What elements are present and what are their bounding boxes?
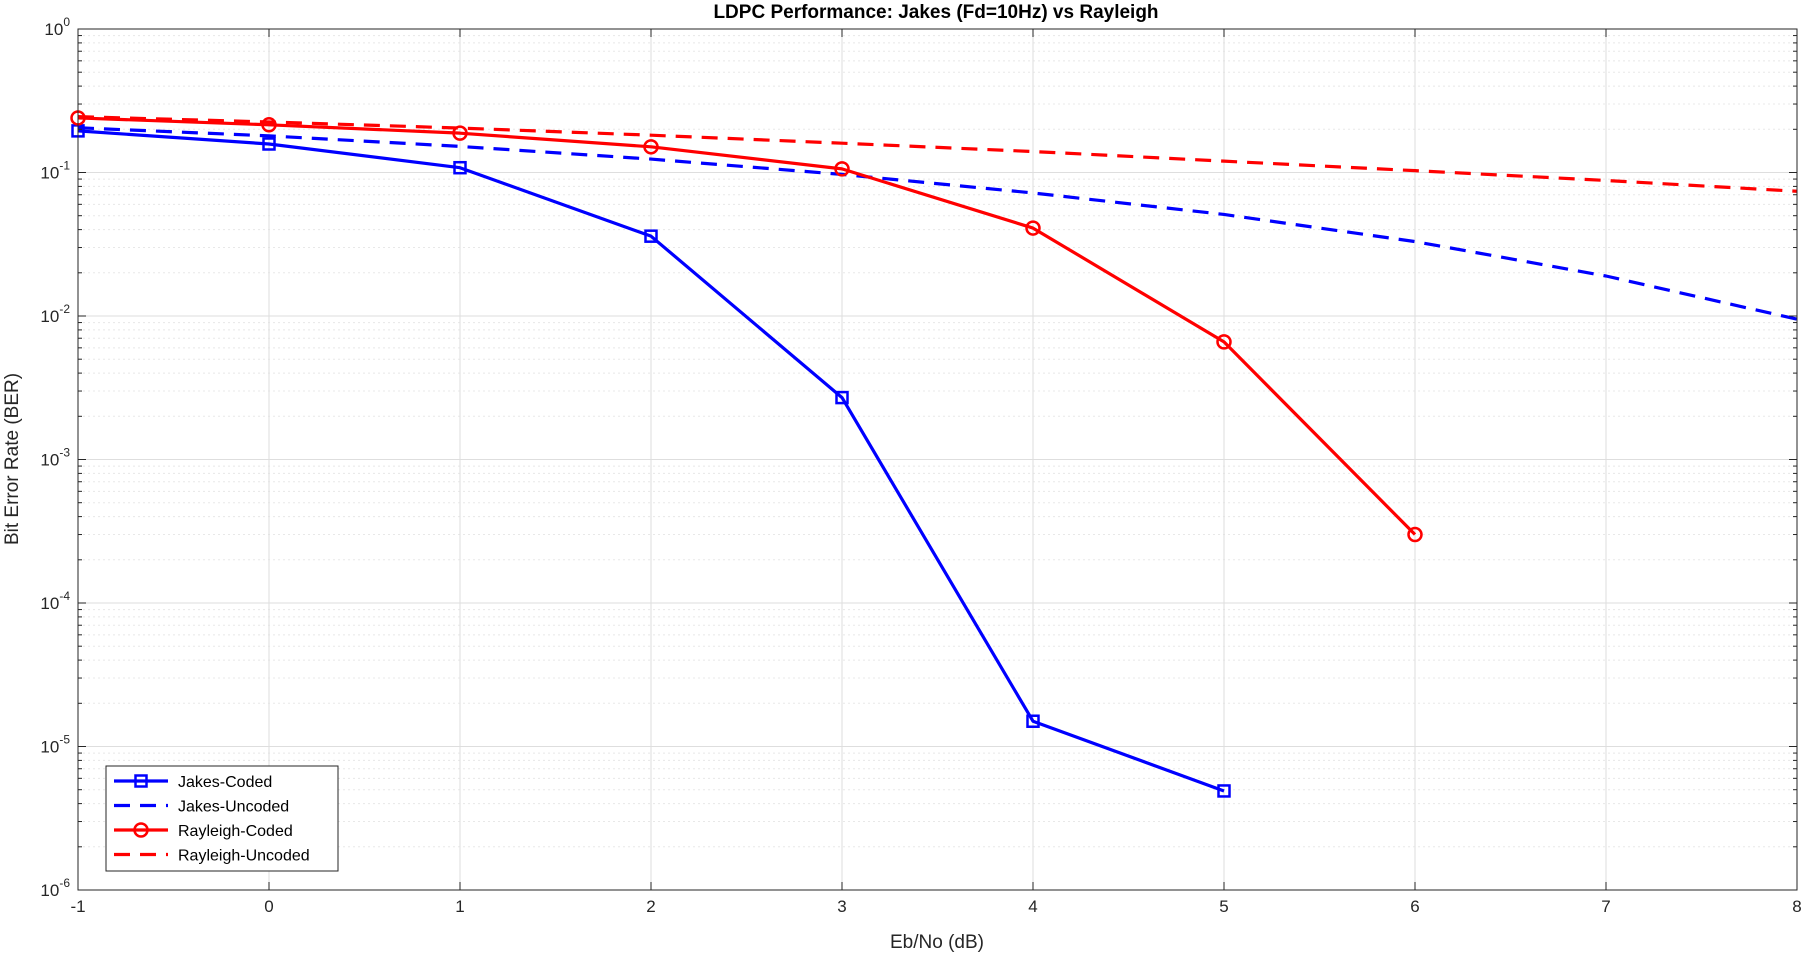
x-tick-label: 0 (264, 897, 273, 916)
series-rayleigh-uncoded (77, 115, 1798, 193)
legend-entry-rayleigh-uncoded: Rayleigh-Uncoded (114, 848, 310, 865)
x-tick-label: 6 (1410, 897, 1419, 916)
y-tick-label: 10-4 (40, 589, 70, 613)
series-jakes-uncoded (77, 126, 1798, 321)
x-tick-label: -1 (70, 897, 85, 916)
legend-marker (133, 822, 149, 838)
axes: -1 0 1 2 3 4 5 6 7 8 100 10-1 10-2 10-3 10-4 10-5 10-6 (40, 15, 1801, 916)
data-point (452, 125, 468, 141)
series-rayleigh-coded (70, 110, 1423, 543)
data-point (262, 137, 276, 151)
series-line-jakes-uncoded (77, 126, 1798, 321)
series-line-jakes-coded (77, 129, 1225, 793)
x-axis-label: Eb/No (dB) (890, 932, 984, 953)
y-tick-label: 10-1 (40, 159, 70, 183)
data-point (834, 161, 850, 177)
y-tick-label: 100 (44, 15, 70, 39)
data-point (261, 117, 277, 133)
data-point (1217, 784, 1231, 798)
data-point (1407, 526, 1423, 543)
legend-marker (134, 774, 148, 788)
x-tick-label: 2 (646, 897, 655, 916)
y-tick-label: 10-3 (40, 446, 70, 470)
x-tick-label: 8 (1792, 897, 1801, 916)
legend-entry-jakes-coded: Jakes-Coded (114, 774, 272, 791)
series-group (70, 110, 1798, 798)
x-tick-label: 7 (1601, 897, 1610, 916)
data-point (1216, 334, 1232, 350)
data-point (1025, 220, 1041, 236)
x-tick-label: 4 (1028, 897, 1037, 916)
legend-label: Rayleigh-Coded (178, 823, 293, 840)
data-point (453, 160, 467, 175)
series-jakes-coded (71, 124, 1231, 798)
y-tick-label: 10-5 (40, 733, 70, 757)
legend-label: Jakes-Uncoded (178, 799, 289, 816)
legend-entry-rayleigh-coded: Rayleigh-Coded (114, 822, 293, 840)
x-tick-label: 1 (455, 897, 464, 916)
y-tick-label: 10-2 (40, 302, 70, 326)
data-point (1026, 714, 1040, 728)
data-point (644, 229, 658, 243)
chart-title: LDPC Performance: Jakes (Fd=10Hz) vs Ray… (713, 2, 1158, 23)
x-tick-label: 3 (837, 897, 846, 916)
data-point (835, 390, 849, 405)
data-point (643, 139, 659, 155)
series-line-rayleigh-coded (77, 116, 1417, 536)
legend-label: Rayleigh-Uncoded (178, 848, 310, 865)
legend-label: Jakes-Coded (178, 774, 272, 791)
y-axis-label: Bit Error Rate (BER) (2, 373, 23, 545)
legend: Jakes-Coded Jakes-Uncoded Rayleigh-Coded Ra… (105, 765, 339, 872)
y-tick-label: 10-6 (40, 876, 70, 900)
legend-entry-jakes-uncoded: Jakes-Uncoded (114, 799, 289, 816)
x-tick-label: 5 (1219, 897, 1228, 916)
series-line-rayleigh-uncoded (77, 115, 1798, 193)
